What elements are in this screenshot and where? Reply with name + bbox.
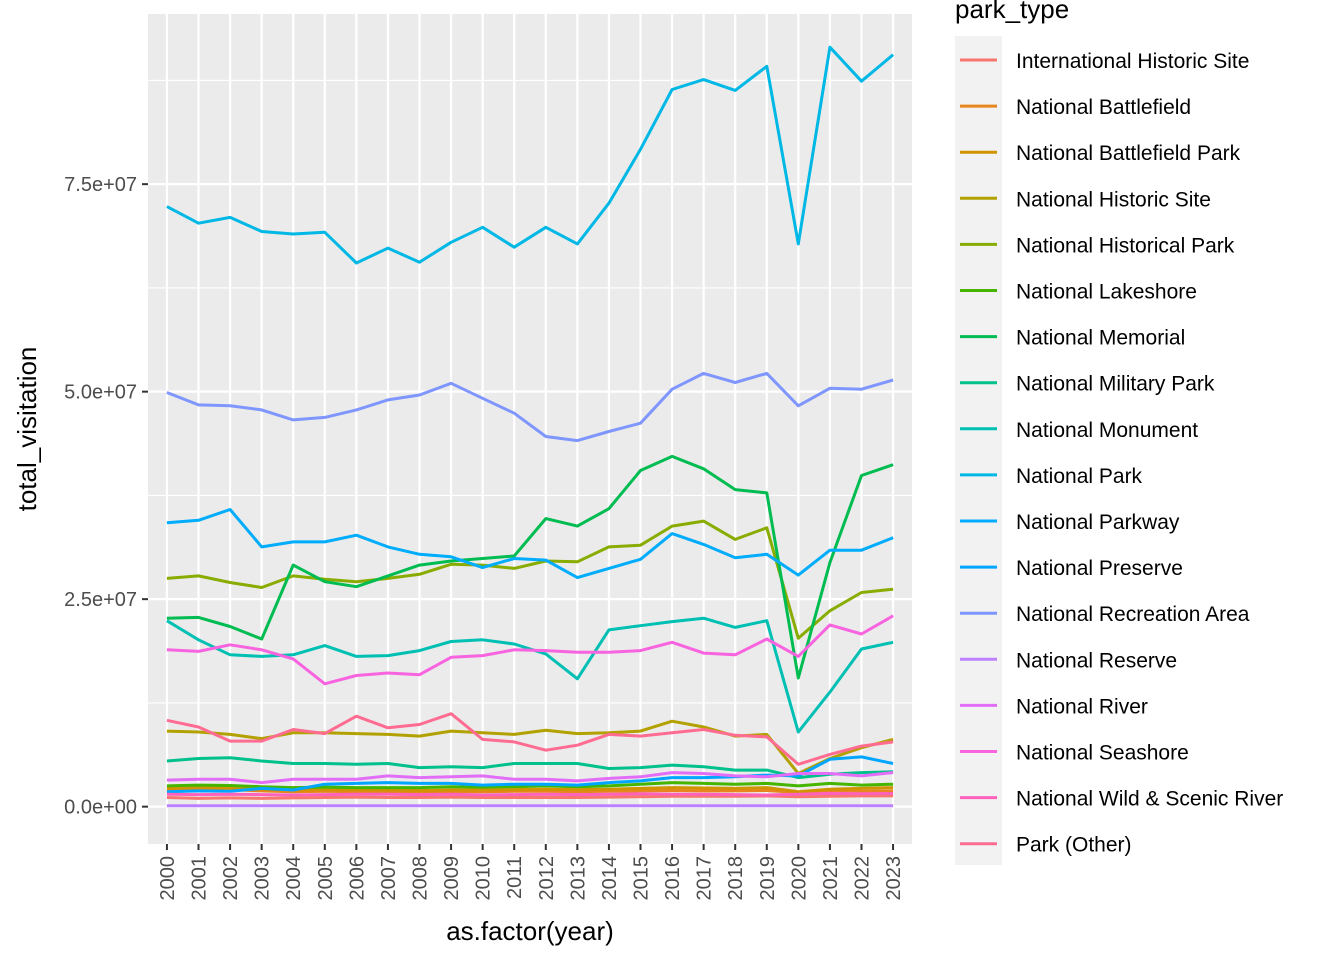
x-tick-label: 2012 [536, 856, 558, 901]
legend-label-national-park: National Park [1016, 465, 1143, 488]
legend-label-national-historical-park: National Historical Park [1016, 234, 1235, 257]
grid-major [148, 14, 912, 844]
x-tick-label: 2011 [504, 856, 526, 899]
legend-label-national-battlefield: National Battlefield [1016, 96, 1191, 119]
panel-background [148, 14, 912, 844]
legend-label-national-seashore: National Seashore [1016, 742, 1189, 765]
legend-label-national-lakeshore: National Lakeshore [1016, 281, 1197, 304]
x-tick-label: 2009 [441, 856, 463, 901]
legend-label-national-parkway: National Parkway [1016, 511, 1180, 534]
x-tick-label: 2002 [220, 856, 242, 901]
legend-label-national-historic-site: National Historic Site [1016, 188, 1211, 211]
legend-label-national-reserve: National Reserve [1016, 649, 1177, 672]
x-axis-title: as.factor(year) [446, 916, 614, 946]
x-tick-label: 2008 [410, 856, 432, 901]
legend-label-national-battlefield-park: National Battlefield Park [1016, 142, 1241, 165]
legend-label-national-monument: National Monument [1016, 419, 1198, 442]
series-line-national-river [166, 771, 894, 785]
x-tick-label: 2017 [694, 856, 716, 901]
x-tick-label: 2010 [473, 856, 495, 901]
y-tick-label: 0.0e+00 [64, 797, 137, 819]
x-tick-label: 2021 [820, 856, 842, 901]
legend-label-national-preserve: National Preserve [1016, 557, 1183, 580]
series-line-national-park [166, 45, 895, 265]
legend-label-international-historic-site: International Historic Site [1016, 50, 1249, 73]
series-line-national-lakeshore [166, 781, 894, 790]
legend-items: International Historic Site National Batt… [960, 50, 1283, 857]
series-line-park-other [166, 712, 894, 766]
x-tick-label: 2007 [378, 856, 400, 901]
series-line-national-wild-scenic-river [166, 791, 894, 797]
legend-label-national-river: National River [1016, 695, 1148, 718]
y-tick-label: 2.5e+07 [64, 589, 137, 611]
series-lines [166, 45, 895, 808]
y-axis: 0.0e+00 2.5e+07 5.0e+07 7.5e+07 [64, 174, 148, 819]
legend-label-park-other: Park (Other) [1016, 834, 1132, 857]
y-axis-title: total_visitation [12, 347, 42, 512]
series-line-national-recreation-area [166, 371, 894, 443]
x-tick-label: 2022 [851, 856, 873, 901]
legend-label-national-recreation-area: National Recreation Area [1016, 603, 1250, 626]
x-tick-label: 2016 [662, 856, 684, 901]
x-tick-label: 2006 [346, 856, 368, 901]
x-tick-label: 2018 [725, 856, 747, 901]
x-tick-label: 2020 [788, 856, 810, 901]
series-line-national-seashore [166, 614, 894, 686]
legend-label-national-memorial: National Memorial [1016, 327, 1185, 350]
x-tick-label: 2001 [189, 856, 211, 901]
series-line-national-military-park [166, 756, 894, 780]
x-axis: 2000 2001 2002 2003 2004 2005 2006 2007 2008 2009… [157, 844, 905, 901]
legend-label-national-military-park: National Military Park [1016, 373, 1215, 396]
x-tick-label: 2014 [599, 856, 621, 901]
series-line-national-memorial [166, 454, 894, 680]
series-line-national-battlefield [166, 787, 894, 794]
y-tick-label: 5.0e+07 [64, 382, 137, 404]
x-tick-label: 2015 [630, 856, 652, 901]
y-tick-label: 7.5e+07 [64, 174, 137, 196]
x-tick-label: 2000 [157, 856, 179, 901]
x-tick-label: 2003 [252, 856, 274, 901]
x-tick-label: 2013 [567, 856, 589, 901]
legend-title: park_type [955, 0, 1069, 24]
x-tick-label: 2023 [883, 856, 905, 901]
legend-label-national-wild-scenic-river: National Wild & Scenic River [1016, 788, 1283, 811]
x-tick-label: 2004 [283, 856, 305, 901]
grid-minor [148, 79, 912, 704]
series-line-national-parkway [166, 508, 894, 580]
legend-key-background [955, 36, 1002, 865]
x-tick-label: 2019 [757, 856, 779, 901]
x-tick-label: 2005 [315, 856, 337, 901]
legend: park_type International Historic Site Nat… [955, 0, 1283, 865]
